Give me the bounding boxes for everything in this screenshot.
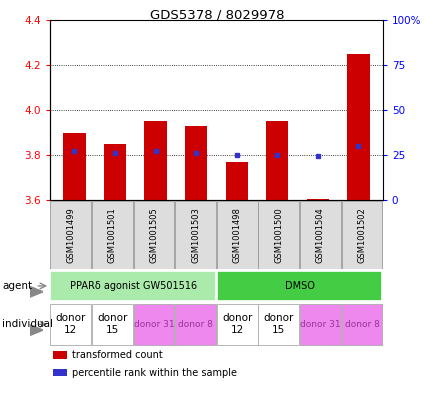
Bar — [258, 201, 299, 268]
Text: GSM1001501: GSM1001501 — [108, 207, 117, 263]
Text: donor
15: donor 15 — [263, 314, 293, 335]
Text: GSM1001499: GSM1001499 — [66, 207, 75, 263]
Text: agent: agent — [2, 281, 32, 291]
Bar — [133, 304, 174, 345]
Text: GSM1001498: GSM1001498 — [232, 207, 241, 263]
Text: GSM1001504: GSM1001504 — [315, 207, 324, 263]
Bar — [299, 304, 340, 345]
Bar — [266, 121, 288, 200]
Bar — [175, 201, 216, 268]
Text: donor
12: donor 12 — [221, 314, 252, 335]
Bar — [341, 201, 381, 268]
Bar — [258, 304, 299, 345]
Text: GSM1001502: GSM1001502 — [357, 207, 366, 263]
Text: donor 31: donor 31 — [133, 320, 174, 329]
Bar — [306, 199, 328, 200]
Text: GSM1001505: GSM1001505 — [149, 207, 158, 263]
Bar — [216, 201, 257, 268]
Bar — [50, 270, 216, 301]
Bar — [216, 270, 381, 301]
Text: donor 8: donor 8 — [344, 320, 378, 329]
Bar — [63, 132, 85, 200]
Text: GSM1001500: GSM1001500 — [274, 207, 283, 263]
Bar — [133, 201, 174, 268]
Text: DMSO: DMSO — [284, 281, 314, 291]
Text: donor
12: donor 12 — [56, 314, 86, 335]
Text: individual: individual — [2, 319, 53, 329]
Bar — [53, 351, 66, 359]
Bar — [92, 201, 132, 268]
Bar — [341, 304, 381, 345]
Bar — [50, 201, 91, 268]
Bar — [175, 304, 216, 345]
Bar — [299, 201, 340, 268]
Text: GDS5378 / 8029978: GDS5378 / 8029978 — [150, 9, 284, 22]
Bar — [346, 53, 369, 200]
Text: donor 31: donor 31 — [299, 320, 340, 329]
Bar — [104, 144, 126, 200]
Bar — [184, 126, 207, 200]
Polygon shape — [30, 325, 43, 335]
Bar — [144, 121, 166, 200]
Text: percentile rank within the sample: percentile rank within the sample — [72, 367, 236, 378]
Text: PPARδ agonist GW501516: PPARδ agonist GW501516 — [69, 281, 196, 291]
Bar — [225, 162, 247, 200]
Bar — [216, 304, 257, 345]
Text: GSM1001503: GSM1001503 — [191, 207, 200, 263]
Text: donor 8: donor 8 — [178, 320, 213, 329]
Text: transformed count: transformed count — [72, 350, 162, 360]
Polygon shape — [30, 286, 43, 297]
Bar — [92, 304, 132, 345]
Text: donor
15: donor 15 — [97, 314, 127, 335]
Bar — [50, 304, 91, 345]
Bar — [53, 369, 66, 376]
